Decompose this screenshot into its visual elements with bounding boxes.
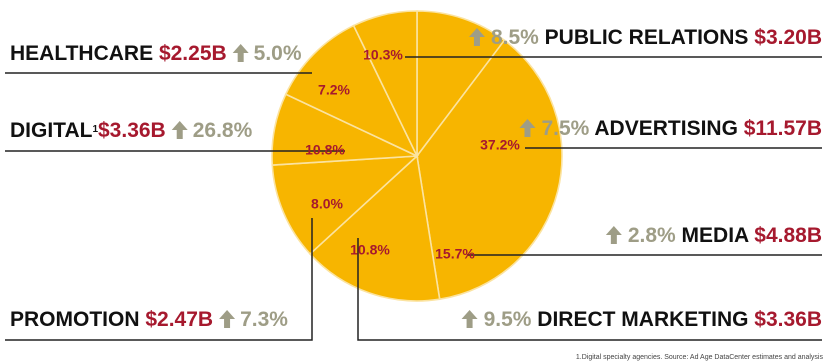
callout-direct-marketing: 9.5% DIRECT MARKETING $3.36B bbox=[461, 308, 822, 331]
up-arrow-icon bbox=[461, 310, 478, 328]
callout-public-relations: 8.5% PUBLIC RELATIONS $3.20B bbox=[468, 26, 822, 49]
slice-label: 10.3% bbox=[363, 47, 403, 63]
slice-label: 8.0% bbox=[311, 196, 343, 212]
slice-digital bbox=[284, 24, 419, 158]
footnote: 1.Digital specialty agencies. Source: Ad… bbox=[575, 354, 823, 361]
up-arrow-icon bbox=[605, 226, 622, 244]
slice-label: 7.2% bbox=[318, 82, 350, 98]
slice-advertising bbox=[416, 39, 563, 301]
callout-text: 7.5% ADVERTISING $11.57B bbox=[541, 117, 822, 140]
slice-healthcare bbox=[352, 10, 418, 157]
slice-direct-marketing bbox=[271, 155, 420, 256]
callout-text: HEALTHCARE $2.25B bbox=[10, 42, 227, 65]
slice-public-relations bbox=[416, 10, 506, 159]
leader-line bbox=[5, 218, 313, 341]
callout-digital: DIGITAL1$3.36B 26.8% bbox=[10, 119, 253, 142]
slice-media bbox=[308, 154, 441, 302]
up-arrow-icon bbox=[171, 121, 188, 139]
callout-healthcare: HEALTHCARE $2.25B 5.0% bbox=[10, 42, 302, 65]
leader-lines bbox=[5, 56, 822, 341]
up-arrow-icon bbox=[519, 119, 536, 137]
category-callouts: 8.5% PUBLIC RELATIONS $3.20B 7.5% ADVERTI… bbox=[10, 26, 822, 331]
up-arrow-icon bbox=[468, 28, 485, 46]
callout-text: 9.5% DIRECT MARKETING $3.36B bbox=[484, 308, 822, 331]
slice-label: 37.2% bbox=[480, 137, 520, 153]
slice-percent-labels: 10.3% 37.2% 15.7% 10.8% 8.0% 10.8% 7.2% bbox=[305, 47, 520, 262]
callout-advertising: 7.5% ADVERTISING $11.57B bbox=[519, 117, 822, 140]
callout-media: 2.8% MEDIA $4.88B bbox=[605, 224, 822, 247]
callout-text: 8.5% PUBLIC RELATIONS $3.20B bbox=[491, 26, 822, 49]
slice-label: 15.7% bbox=[435, 246, 475, 262]
callout-text: PROMOTION $2.47B bbox=[10, 308, 213, 331]
callout-promotion: PROMOTION $2.47B 7.3% bbox=[10, 308, 288, 331]
slice-label: 10.8% bbox=[350, 242, 390, 258]
up-arrow-icon bbox=[219, 310, 236, 328]
up-arrow-icon bbox=[232, 44, 249, 62]
callout-change: 7.3% bbox=[240, 308, 288, 331]
callout-change: 26.8% bbox=[193, 119, 253, 142]
leader-line bbox=[357, 238, 822, 341]
callout-text: 2.8% MEDIA $4.88B bbox=[628, 224, 822, 247]
pie-slices bbox=[271, 10, 563, 302]
callout-change: 5.0% bbox=[254, 42, 302, 65]
callout-text: DIGITAL1$3.36B bbox=[10, 119, 166, 142]
slice-label: 10.8% bbox=[305, 142, 345, 158]
